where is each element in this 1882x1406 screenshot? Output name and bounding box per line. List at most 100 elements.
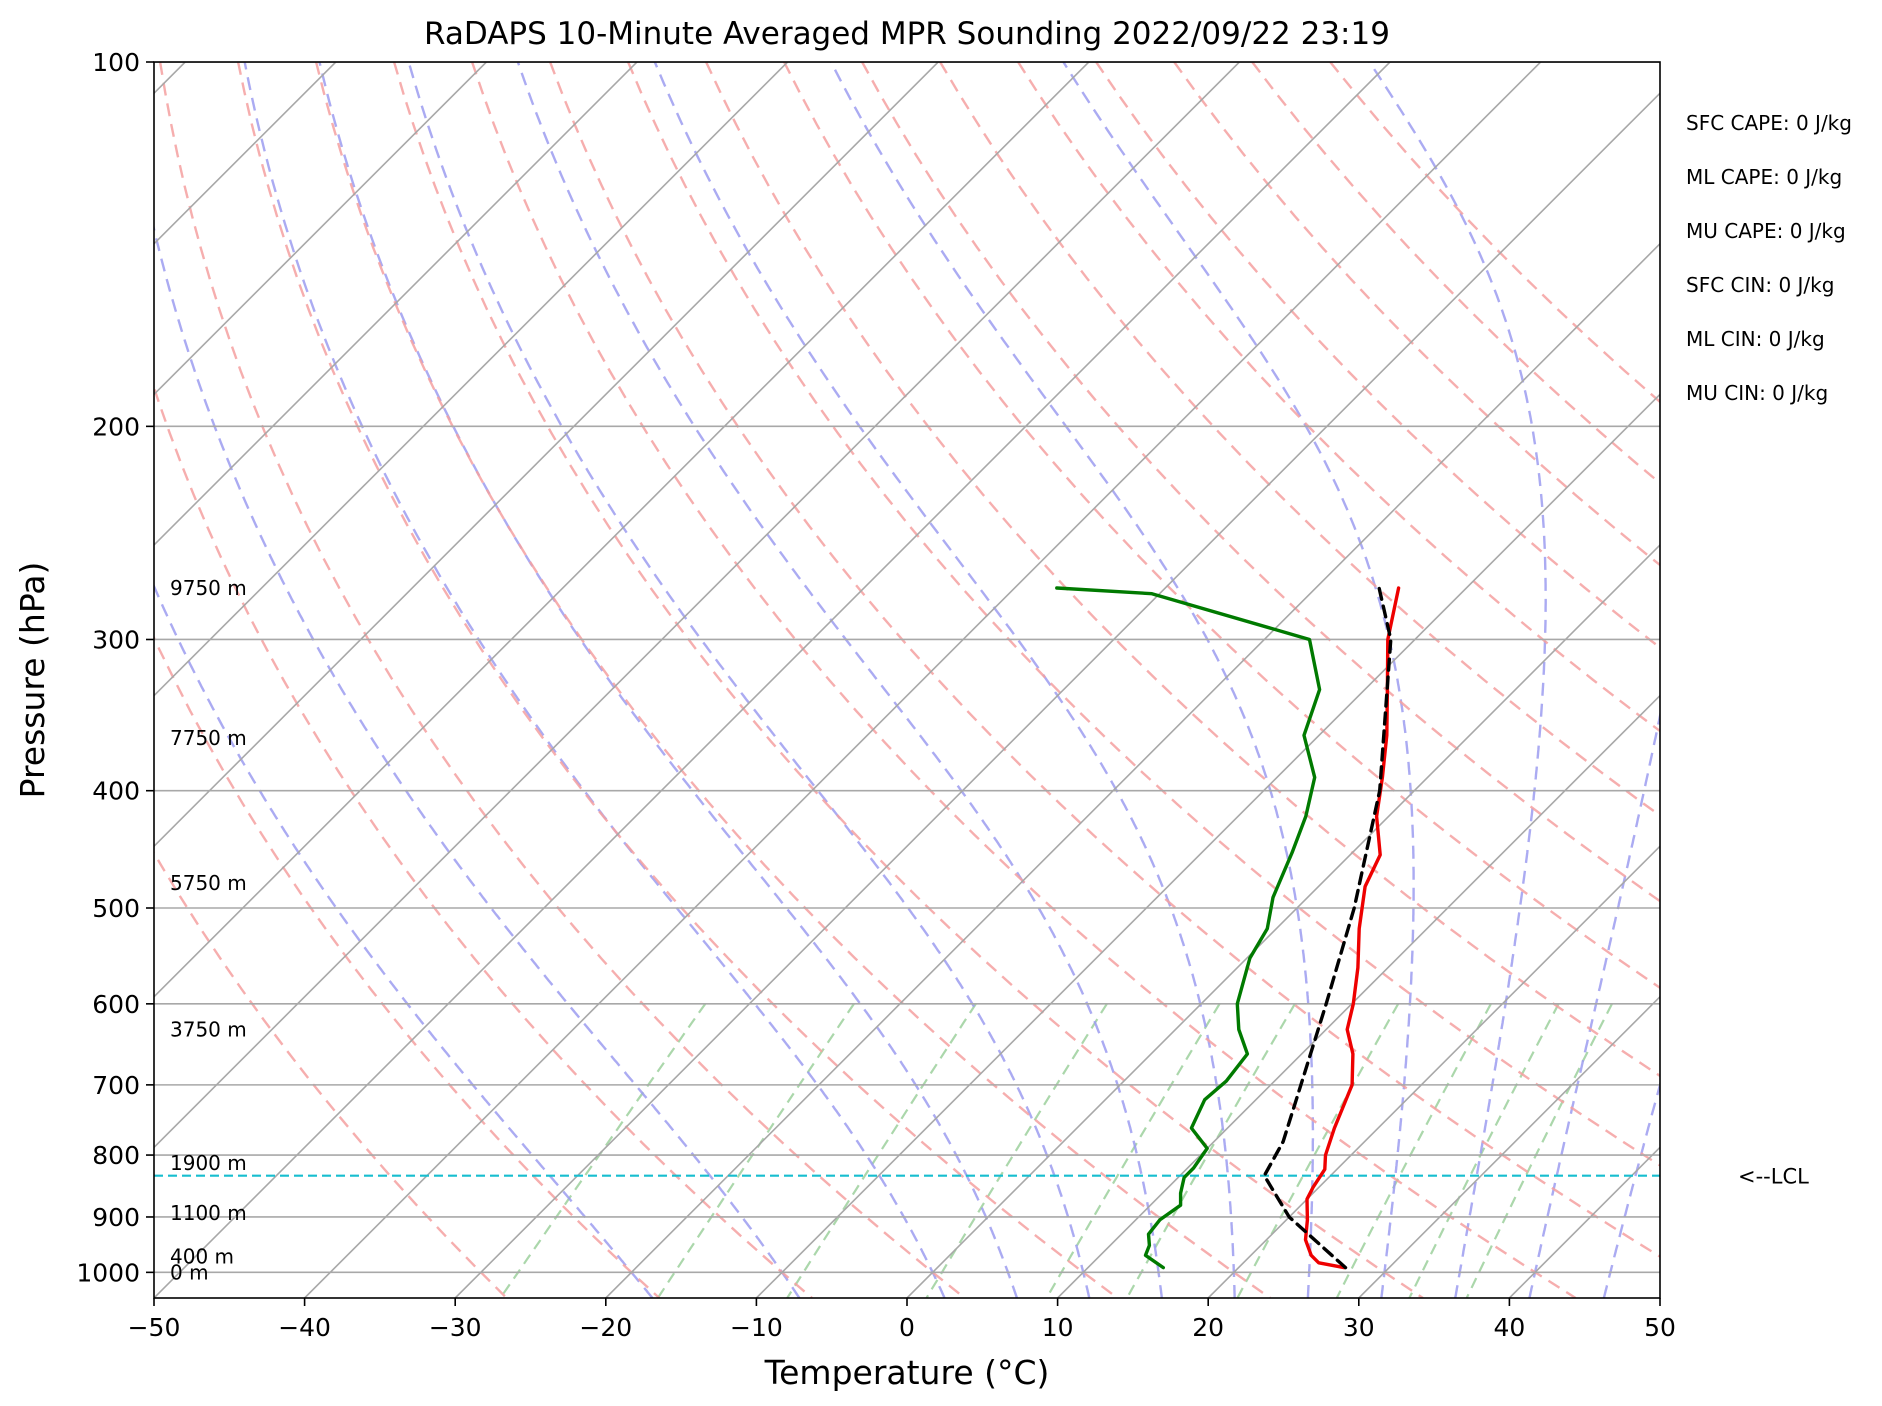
moist-adiabat-line <box>829 62 1315 1298</box>
dry-adiabat-line <box>1329 62 1660 404</box>
plot-area <box>154 62 1660 1298</box>
stat-line: MU CIN: 0 J/kg <box>1686 381 1828 405</box>
isotherm-line <box>154 62 1090 998</box>
stat-line: SFC CIN: 0 J/kg <box>1686 273 1834 297</box>
isotherm-line <box>1057 694 1660 1298</box>
mixing-ratio-line <box>656 1003 855 1298</box>
parcel-line <box>1262 586 1393 1270</box>
y-tick-label: 200 <box>92 412 140 441</box>
dry-adiabat-line <box>158 62 966 1298</box>
isotherm-line <box>154 62 789 697</box>
dry-adiabat-line <box>1017 62 1660 733</box>
dewpoint-line <box>1055 586 1322 1270</box>
lcl-label: <--LCL <box>1738 1165 1809 1189</box>
isotherm-line <box>755 393 1660 1298</box>
x-tick-label: 10 <box>1042 1313 1074 1342</box>
dry-adiabat-line <box>236 62 1119 1298</box>
mixing-ratio-line <box>1408 1003 1560 1298</box>
x-tick-label: 40 <box>1493 1313 1525 1342</box>
x-tick-label: 50 <box>1644 1313 1676 1342</box>
mixing-ratio-line <box>499 1003 707 1298</box>
y-tick-label: 600 <box>92 990 140 1019</box>
moist-adiabat-line <box>154 583 654 1298</box>
dry-adiabat-line <box>1173 62 1660 567</box>
moist-adiabat-line <box>243 62 946 1298</box>
moist-adiabat-line <box>516 62 1163 1298</box>
isotherm-line <box>154 62 1240 1149</box>
mixing-ratio-line <box>786 1003 977 1298</box>
y-tick-label: 800 <box>92 1141 140 1170</box>
isotherms <box>154 62 1660 1298</box>
moist-adiabat-line <box>1368 62 1547 1298</box>
mixing-ratio-line <box>925 1003 1108 1298</box>
stat-line: ML CIN: 0 J/kg <box>1686 327 1825 351</box>
y-tick-label: 300 <box>92 625 140 654</box>
y-tick-label: 100 <box>92 48 140 77</box>
mixing-ratio-line <box>1465 1003 1613 1298</box>
height-label: 5750 m <box>170 871 247 895</box>
x-tick-label: −20 <box>579 1313 632 1342</box>
height-label: 7750 m <box>170 726 247 750</box>
isotherm-line <box>154 62 487 396</box>
mixing-ratio-line <box>1126 1003 1296 1298</box>
moist-adiabats <box>154 62 1660 1298</box>
moist-adiabat-line <box>1602 1080 1660 1298</box>
y-tick-label: 1000 <box>76 1258 140 1287</box>
isotherm-line <box>1659 1296 1660 1298</box>
dry-adiabat-line <box>154 383 813 1298</box>
x-tick-label: 0 <box>899 1313 915 1342</box>
moist-adiabat-line <box>318 62 1019 1298</box>
isotherm-line <box>454 92 1660 1298</box>
height-label: 0 m <box>170 1260 209 1284</box>
dry-adiabat-line <box>548 62 1660 1258</box>
stat-line: ML CAPE: 0 J/kg <box>1686 165 1842 189</box>
mixing-ratio-lines <box>499 1003 1613 1298</box>
chart-title: RaDAPS 10-Minute Averaged MPR Sounding 2… <box>424 16 1390 52</box>
dry-adiabat-line <box>626 62 1660 1167</box>
temperature-line <box>1303 586 1401 1270</box>
x-axis: −50 −40 −30 −20 −10 0 10 20 30 40 50 <box>128 1298 1676 1342</box>
stat-line: SFC CAPE: 0 J/kg <box>1686 111 1852 135</box>
height-label: 1900 m <box>170 1151 247 1175</box>
isotherm-line <box>605 242 1660 1298</box>
dry-adiabat-line <box>392 62 1424 1298</box>
isotherm-line <box>154 62 939 848</box>
dry-adiabat-line <box>705 62 1660 1078</box>
isotherm-line <box>1508 1146 1660 1298</box>
mixing-ratio-line <box>1045 1003 1221 1298</box>
dry-adiabat-line <box>314 62 1271 1298</box>
y-axis: 100 200 300 400 500 600 700 800 900 1000 <box>76 48 154 1287</box>
x-tick-label: −50 <box>128 1313 181 1342</box>
y-tick-label: 700 <box>92 1071 140 1100</box>
pressure-gridlines <box>154 62 1660 1274</box>
y-tick-label: 900 <box>92 1203 140 1232</box>
mixing-ratio-line <box>1335 1003 1492 1298</box>
dry-adiabat-line <box>154 635 661 1298</box>
isotherm-line <box>906 543 1660 1298</box>
stat-line: MU CAPE: 0 J/kg <box>1686 219 1846 243</box>
height-label: 3750 m <box>170 1017 247 1041</box>
moist-adiabat-line <box>1528 710 1660 1298</box>
mixing-ratio-line <box>1236 1003 1400 1298</box>
moist-adiabat-line <box>407 62 1091 1298</box>
height-label: 1100 m <box>170 1201 247 1225</box>
height-labels: 9750 m 7750 m 5750 m 3750 m 1900 m 1100 m 400 … <box>170 576 247 1284</box>
isotherm-line <box>1358 995 1660 1298</box>
isotherm-line <box>154 62 638 547</box>
height-label: 400 m <box>170 1244 234 1268</box>
dry-adiabat-line <box>783 62 1660 990</box>
y-tick-label: 400 <box>92 777 140 806</box>
x-tick-label: −10 <box>730 1313 783 1342</box>
sounding-profiles <box>1055 586 1401 1270</box>
isotherm-line <box>154 62 1391 1298</box>
dry-adiabat-line <box>154 850 508 1298</box>
x-axis-label: Temperature (°C) <box>764 1353 1050 1392</box>
y-axis-label: Pressure (hPa) <box>13 562 52 799</box>
stats-panel: SFC CAPE: 0 J/kg ML CAPE: 0 J/kg MU CAPE: … <box>1686 111 1852 405</box>
x-tick-label: 20 <box>1192 1313 1224 1342</box>
dry-adiabat-line <box>1095 62 1660 650</box>
x-tick-label: −40 <box>278 1313 331 1342</box>
plot-frame <box>153 61 1661 1299</box>
y-tick-label: 500 <box>92 894 140 923</box>
